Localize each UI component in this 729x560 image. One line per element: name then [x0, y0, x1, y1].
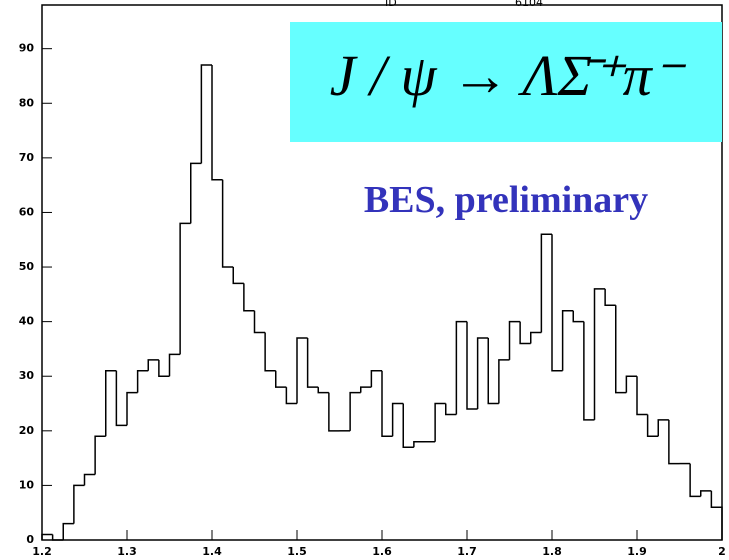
- x-tick-label: 2: [718, 545, 726, 558]
- histogram-bin: [636, 376, 648, 416]
- histogram-bin: [646, 414, 659, 438]
- histogram-bin: [455, 320, 467, 415]
- histogram-bin: [445, 403, 457, 416]
- y-tick-label: 90: [19, 42, 35, 55]
- histogram-bin: [264, 332, 276, 372]
- histogram-bin: [232, 267, 244, 285]
- y-tick-label: 80: [19, 96, 35, 109]
- histogram-bin: [83, 473, 96, 486]
- histogram-bin: [476, 337, 489, 409]
- histogram-bin: [253, 310, 266, 334]
- histogram-bin: [115, 370, 127, 427]
- histogram-bin: [51, 534, 64, 541]
- histogram-bin: [126, 391, 138, 426]
- histogram-bin: [360, 386, 372, 393]
- histogram-bin: [625, 375, 637, 393]
- histogram-bin: [41, 533, 53, 540]
- histogram-bin: [349, 391, 361, 431]
- x-tick-label: 1.4: [202, 545, 222, 558]
- formula-box: [290, 22, 722, 142]
- histogram-bin: [530, 331, 542, 344]
- y-tick-label: 30: [19, 369, 35, 382]
- histogram-bin: [604, 288, 616, 307]
- x-tick-label: 1.2: [32, 545, 52, 558]
- stats-value: 6104: [515, 0, 543, 9]
- histogram-bin: [498, 359, 510, 404]
- y-tick-label: 10: [19, 478, 35, 491]
- histogram-bin: [179, 222, 191, 355]
- histogram-bin: [147, 359, 159, 371]
- histogram-bin: [190, 162, 202, 224]
- histogram-bin: [200, 64, 212, 164]
- histogram-bin: [583, 321, 595, 421]
- y-tick-label: 50: [19, 260, 35, 273]
- y-tick-label: 20: [19, 424, 35, 437]
- histogram-bin: [540, 233, 552, 333]
- y-tick-label: 0: [26, 533, 34, 546]
- histogram-bin: [285, 387, 297, 405]
- y-tick-label: 60: [19, 205, 35, 218]
- x-tick-label: 1.7: [457, 545, 477, 558]
- x-tick-label: 1.6: [372, 545, 392, 558]
- x-tick-label: 1.9: [627, 545, 647, 558]
- histogram-bin: [306, 338, 319, 388]
- histogram-bin: [317, 387, 329, 394]
- histogram-bin: [466, 321, 478, 410]
- formula: J / ψ → ΛΣ̄⁺π⁻: [330, 43, 687, 108]
- histogram-bin: [105, 370, 117, 437]
- histogram-bin: [221, 179, 234, 268]
- histogram-bin: [136, 370, 149, 393]
- histogram-bin: [94, 435, 106, 475]
- histogram-bin: [657, 419, 669, 437]
- histogram-bin: [402, 403, 414, 448]
- histogram-bin: [370, 370, 382, 388]
- histogram-bin: [572, 310, 584, 323]
- histogram-bin: [700, 490, 712, 497]
- x-tick-label: 1.5: [287, 545, 307, 558]
- histogram-bin: [211, 65, 223, 181]
- histogram-bin: [434, 402, 446, 442]
- x-tick-label: 1.8: [542, 545, 562, 558]
- histogram-bin: [381, 370, 393, 438]
- histogram-bin: [561, 309, 574, 371]
- histogram-bin: [328, 392, 340, 432]
- histogram-bin: [158, 359, 170, 377]
- y-tick-label: 70: [19, 151, 35, 164]
- y-tick-label: 40: [19, 315, 35, 328]
- histogram-bin: [275, 370, 287, 388]
- histogram-bin: [62, 522, 74, 540]
- histogram-bin: [73, 484, 85, 524]
- x-tick-label: 1.3: [117, 545, 137, 558]
- histogram-bin: [508, 320, 521, 360]
- histogram-bin: [487, 338, 499, 405]
- histogram-bin: [391, 402, 404, 437]
- histogram-bin: [615, 305, 627, 394]
- histogram-bin: [593, 288, 606, 420]
- histogram-bin: [168, 353, 181, 377]
- histogram-bin: [689, 463, 701, 498]
- histogram-bin: [710, 490, 723, 540]
- stats-id: ID: [385, 0, 397, 9]
- histogram-bin: [668, 419, 680, 465]
- histogram-bin: [519, 321, 531, 345]
- histogram-bin: [243, 283, 255, 312]
- histogram-bin: [296, 337, 308, 404]
- histogram-bin: [413, 440, 425, 448]
- histogram-bin: [551, 234, 563, 372]
- subtitle: BES, preliminary: [364, 179, 648, 221]
